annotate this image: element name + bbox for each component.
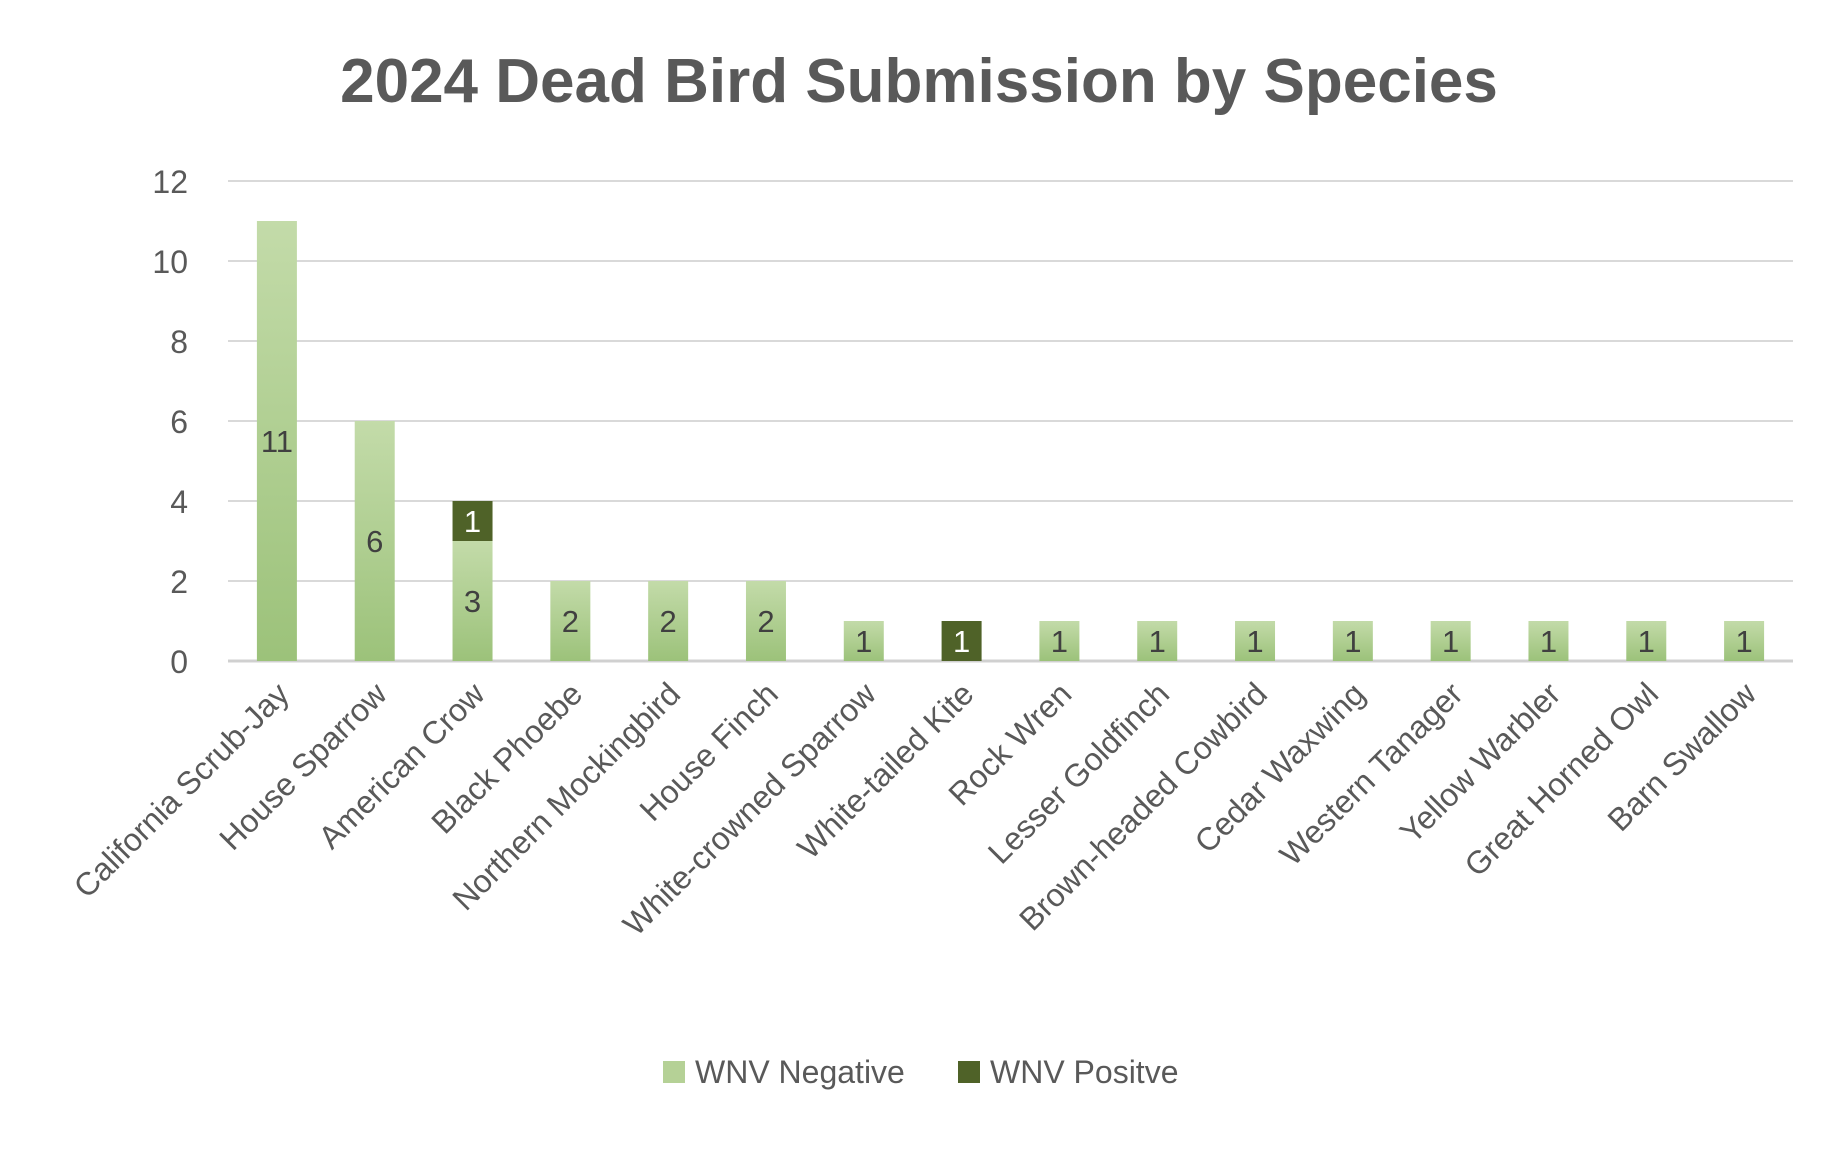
y-tick-label: 10 [152,244,188,280]
data-label: 1 [1638,624,1655,659]
bar-wnv-negative [354,421,395,661]
bar-wnv-negative [1039,621,1080,661]
bar-wnv-negative [1528,621,1569,661]
data-label: 3 [464,584,481,619]
data-label: 1 [1051,624,1068,659]
bar-wnv-negative [1724,621,1765,661]
bar-wnv-negative [1137,621,1178,661]
data-label: 1 [855,624,872,659]
bar-wnv-negative [1332,621,1373,661]
x-tick-label: White-tailed Kite [790,675,980,865]
bar-wnv-negative [452,541,493,661]
legend-swatch [663,1061,685,1083]
bar-wnv-negative [550,581,591,661]
x-tick-label: House Sparrow [212,675,394,857]
data-label: 2 [562,604,579,639]
data-label: 1 [1149,624,1166,659]
chart-title: 2024 Dead Bird Submission by Species [340,47,1498,116]
bar-wnv-positive [452,501,493,541]
bar-wnv-negative [256,221,297,661]
legend-label: WNV Negative [695,1054,905,1090]
y-tick-label: 12 [152,164,188,200]
data-label: 1 [1344,624,1361,659]
x-tick-label: Lesser Goldfinch [981,675,1176,870]
legend: WNV Negative WNV Positve [663,1054,1178,1090]
bar-wnv-positive [941,621,982,661]
bar-wnv-negative [1626,621,1667,661]
bar-wnv-negative [843,621,884,661]
data-label: 1 [1246,624,1263,659]
data-label: 1 [1442,624,1459,659]
data-label: 1 [1540,624,1557,659]
x-tick-label: Cedar Waxwing [1187,675,1371,859]
y-tick-label: 2 [170,564,188,600]
bar-wnv-negative [745,581,786,661]
data-label: 1 [953,624,970,659]
data-label: 11 [261,424,293,459]
y-tick-label: 6 [170,404,188,440]
bar-wnv-negative [1235,621,1276,661]
x-tick-label: American Crow [311,675,492,856]
bar-wnv-negative [1430,621,1471,661]
bar-wnv-negative [648,581,689,661]
data-label: 1 [1735,624,1752,659]
legend-swatch [958,1061,980,1083]
y-tick-label: 0 [170,644,188,680]
y-tick-label: 4 [170,484,188,520]
legend-label: WNV Positve [990,1054,1178,1090]
data-label: 6 [366,524,383,559]
data-label: 2 [757,604,774,639]
data-label: 2 [660,604,677,639]
x-tick-label: Western Tanager [1273,675,1470,872]
y-tick-label: 8 [170,324,188,360]
data-label: 1 [464,504,481,539]
y-axis: 0 2 4 6 8 10 12 [152,164,188,680]
